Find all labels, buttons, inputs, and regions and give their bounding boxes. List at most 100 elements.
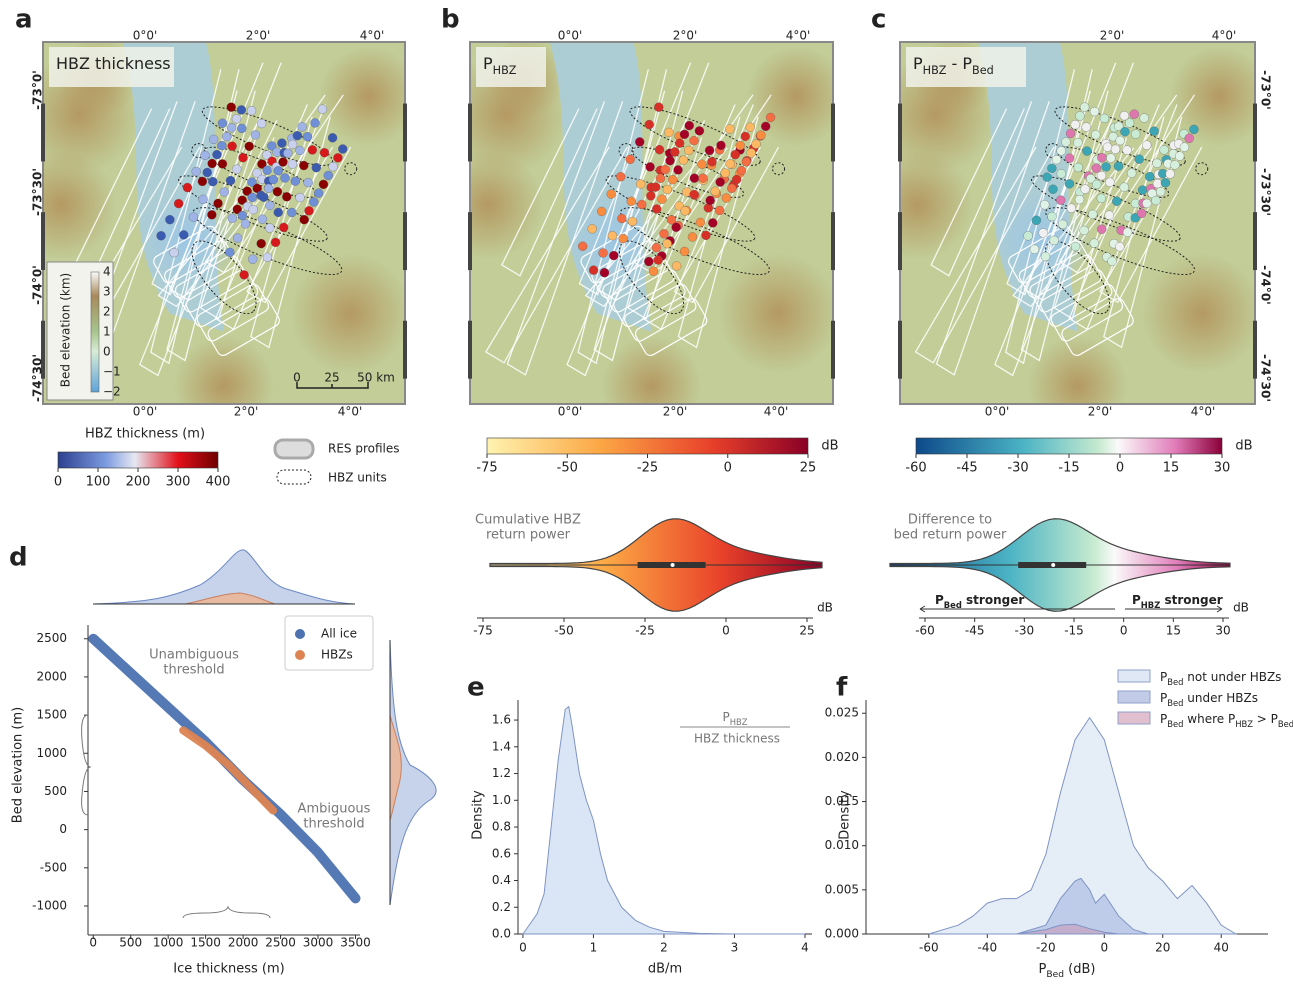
- hbz-point: [1047, 212, 1056, 221]
- hbz-point: [228, 214, 237, 223]
- hbz-point: [283, 149, 292, 158]
- x-tick-label: 3000: [303, 936, 334, 950]
- legend-label-part: P: [1160, 712, 1167, 726]
- hbz-point: [1049, 185, 1058, 194]
- lat-label: -74°30': [1259, 354, 1273, 402]
- hbz-point: [174, 199, 183, 208]
- hbz-point: [597, 207, 606, 216]
- hbz-point: [258, 215, 267, 224]
- x-tick-label: 0: [1100, 941, 1108, 955]
- arrow-label-part: P: [1132, 593, 1141, 607]
- annotation-part: P: [722, 710, 729, 724]
- hbz-point: [684, 146, 693, 155]
- colorbar-tick-label: -15: [1058, 461, 1079, 476]
- y-tick-label: 0.0: [492, 927, 511, 941]
- hbz-point: [257, 239, 266, 248]
- hbz-point: [1030, 245, 1039, 254]
- hbz-point: [1071, 242, 1080, 251]
- hbz-point: [674, 165, 683, 174]
- hbz-point: [303, 132, 312, 141]
- hbz-point: [209, 135, 218, 144]
- colorbar-tick-label: -30: [1007, 461, 1028, 476]
- hbz-point: [263, 166, 272, 175]
- hbz-point: [681, 206, 690, 215]
- hbz-point: [654, 103, 663, 112]
- hbz-point: [309, 197, 318, 206]
- panel-label: b: [441, 5, 460, 35]
- inset-tick: 4: [103, 265, 111, 279]
- hbz-point: [1175, 152, 1184, 161]
- hbz-point: [274, 208, 283, 217]
- hbz-point: [696, 218, 705, 227]
- colorbar-tick-label: 100: [86, 475, 111, 490]
- legend-label-part: Bed: [1167, 677, 1183, 687]
- lon-label: 0°0': [558, 29, 583, 43]
- lon-label: 2°0': [1100, 29, 1125, 43]
- hbz-point: [699, 174, 708, 183]
- hbz-point: [1073, 138, 1082, 147]
- y-tick-label: -1000: [32, 898, 67, 912]
- elevation-bar: [91, 272, 99, 392]
- hbz-point: [1065, 179, 1074, 188]
- hbz-point: [672, 223, 681, 232]
- y-tick-label: 0.6: [492, 846, 511, 860]
- legend-label: HBZs: [321, 648, 353, 662]
- colorbar-tick-label: -50: [557, 461, 578, 476]
- x-axis-label-part: P: [1039, 962, 1047, 977]
- hbz-point: [1180, 143, 1189, 152]
- colorbar-tick-label: 400: [206, 475, 231, 490]
- violin-label: Cumulative HBZ: [475, 513, 581, 528]
- hbz-point: [208, 159, 217, 168]
- hbz-point: [214, 199, 223, 208]
- hbz-point: [711, 187, 720, 196]
- hbz-point: [659, 229, 668, 238]
- legend-label-part: P: [1160, 691, 1167, 705]
- hbz-point: [265, 223, 274, 232]
- hbz-point: [578, 242, 587, 251]
- hbz-point: [310, 118, 319, 127]
- y-axis-label: Bed elevation (m): [11, 707, 26, 823]
- legend-label-part: Bed: [1167, 719, 1183, 729]
- hbz-point: [1074, 163, 1083, 172]
- inset-tick: 1: [103, 325, 111, 339]
- hbz-point: [1150, 127, 1159, 136]
- hbz-point: [1066, 129, 1075, 138]
- colorbar-tick-label: 30: [1214, 461, 1231, 476]
- hbz-point: [1161, 178, 1170, 187]
- map-title-part: P: [913, 54, 923, 73]
- hbz-point: [1135, 155, 1144, 164]
- hbz-point: [200, 151, 209, 160]
- hbz-point: [227, 103, 236, 112]
- legend-marker: [295, 629, 305, 639]
- legend-label: RES profiles: [328, 442, 400, 456]
- violin-label: return power: [486, 528, 571, 543]
- hbz-point: [670, 147, 679, 156]
- legend-hbz: [277, 470, 311, 484]
- map-title: HBZ thickness: [56, 54, 171, 73]
- hbz-point: [706, 196, 715, 205]
- legend-swatch: [1118, 691, 1150, 703]
- hbz-point: [651, 183, 660, 192]
- hbz-point: [1131, 130, 1140, 139]
- hbz-point: [1145, 172, 1154, 181]
- hbz-point: [1111, 145, 1120, 154]
- hbz-point: [644, 257, 653, 266]
- lon-label: 0°0': [558, 405, 583, 419]
- legend-label-part: where P: [1183, 712, 1235, 726]
- x-tick-label: -20: [1036, 941, 1056, 955]
- hbz-point: [589, 266, 598, 275]
- scale-label: 50 km: [357, 371, 395, 385]
- hbz-point: [183, 183, 192, 192]
- violin-median: [671, 563, 675, 567]
- hbz-point: [726, 159, 735, 168]
- hbz-point: [189, 213, 198, 222]
- hbz-point: [722, 194, 731, 203]
- hbz-point: [766, 113, 775, 122]
- hbz-point: [1061, 138, 1070, 147]
- colorbar-tick-label: 300: [166, 475, 191, 490]
- x-tick-label: 2000: [228, 936, 259, 950]
- hbz-point: [217, 141, 226, 150]
- hbz-point: [661, 165, 670, 174]
- map-relief: [6, 150, 116, 260]
- hbz-point: [237, 124, 246, 133]
